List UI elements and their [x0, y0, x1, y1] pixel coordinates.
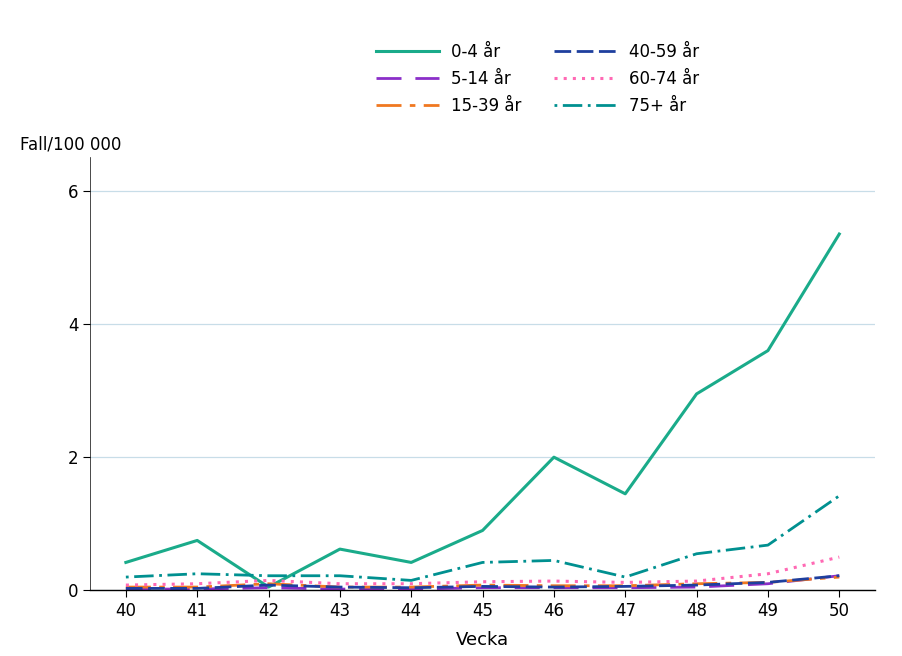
Text: Fall/100 000: Fall/100 000 [20, 135, 121, 153]
X-axis label: Vecka: Vecka [456, 631, 509, 649]
Legend: 0-4 år, 5-14 år, 15-39 år, 40-59 år, 60-74 år, 75+ år: 0-4 år, 5-14 år, 15-39 år, 40-59 år, 60-… [369, 36, 706, 121]
